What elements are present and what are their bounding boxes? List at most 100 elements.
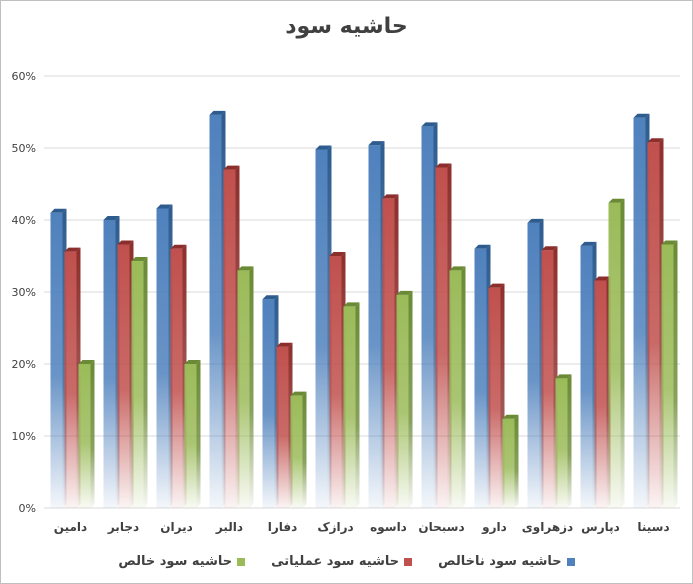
bar [78,364,91,508]
bar-side [355,302,360,508]
bar [184,364,197,508]
legend-label-operating: حاشیه سود عملیاتی [271,554,400,569]
bar-side [196,360,201,508]
legend-swatch-operating [404,557,413,566]
x-tick-label: دامین [54,520,87,534]
bar [223,169,236,508]
chart-legend: حاشیه سود ناخالص حاشیه سود عملیاتی حاشیه… [0,554,693,569]
bar-top [156,204,173,209]
bar-top [237,266,254,271]
x-tick-label: دپارس [581,520,620,534]
bar [117,244,130,509]
y-tick-label: 40% [12,214,36,227]
legend-label-gross: حاشیه سود ناخالص [438,554,562,569]
bar [608,202,621,508]
bar [421,126,434,509]
x-tick-label: دسبحان [418,520,464,534]
bar-top [474,244,491,249]
bar-top [343,302,360,307]
x-tick-label: دیران [160,520,192,534]
bar [502,418,515,508]
legend-item-gross: حاشیه سود ناخالص [438,554,575,569]
bar-top [184,360,201,364]
bar-side [620,198,625,508]
bar-top [435,163,452,168]
bar [580,245,593,509]
bar [449,270,462,508]
bar [594,280,607,508]
bar-top [290,391,307,396]
y-tick-label: 10% [12,430,36,443]
bar-top [209,110,226,115]
bar-top [78,360,95,364]
bar [474,248,487,509]
bar [156,208,169,509]
bar-top [170,244,187,249]
bar [131,261,144,508]
bar-top [276,342,293,347]
bar [368,145,381,508]
bar-side [90,360,95,508]
bar-top [541,246,558,251]
bar-top [502,414,519,419]
x-tick-label: دجابر [107,520,139,534]
bar-top [329,252,346,256]
legend-swatch-net [237,557,246,566]
bar [633,117,646,508]
bar-top [396,290,413,295]
y-tick-label: 60% [12,70,36,83]
bar [343,306,356,508]
bar-top [421,122,438,127]
chart-title: حاشیه سود [285,14,408,39]
x-tick-label: دزهراوی [522,520,573,535]
legend-swatch-gross [566,557,575,566]
bar-top [527,218,544,223]
bar [488,287,501,508]
bar-side [461,266,466,508]
bar-top [117,240,134,245]
y-tick-label: 50% [12,142,36,155]
bar-top [647,138,664,143]
bar [276,346,289,508]
legend-item-operating: حاشیه سود عملیاتی [271,554,413,569]
bar-side [143,257,148,508]
bar-side [302,391,307,508]
bar-side [567,374,572,508]
bar [64,251,77,508]
legend-item-net: حاشیه سود خالص [118,554,246,569]
bar-top [262,295,279,300]
bar-top [449,266,466,271]
bar [661,244,674,509]
bar-top [103,216,120,220]
bar-side [408,290,413,508]
bar [329,256,342,508]
bar-top [223,165,240,170]
bar-top [608,198,625,203]
bar-top [131,257,148,262]
x-tick-label: داسوه [370,520,407,535]
bar-top [580,241,597,246]
bar [435,167,448,508]
bar-side [249,266,254,508]
y-tick-label: 0% [19,502,36,515]
bar [396,294,409,508]
bar-top [315,145,332,150]
bar [209,114,222,508]
x-tick-label: دفارا [268,520,298,534]
x-tick-label: دسینا [637,520,669,534]
bar [382,198,395,508]
legend-label-net: حاشیه سود خالص [118,554,233,569]
bar-side [673,240,678,509]
y-tick-label: 20% [12,358,36,371]
bar [262,299,275,508]
bar-top [64,247,81,252]
bar [103,220,116,508]
bar [647,142,660,509]
bar-top [594,276,611,281]
bar [527,222,540,508]
bar-top [661,240,678,245]
x-tick-label: دالبر [215,520,243,534]
bar-top [50,208,67,213]
bar [555,378,568,508]
